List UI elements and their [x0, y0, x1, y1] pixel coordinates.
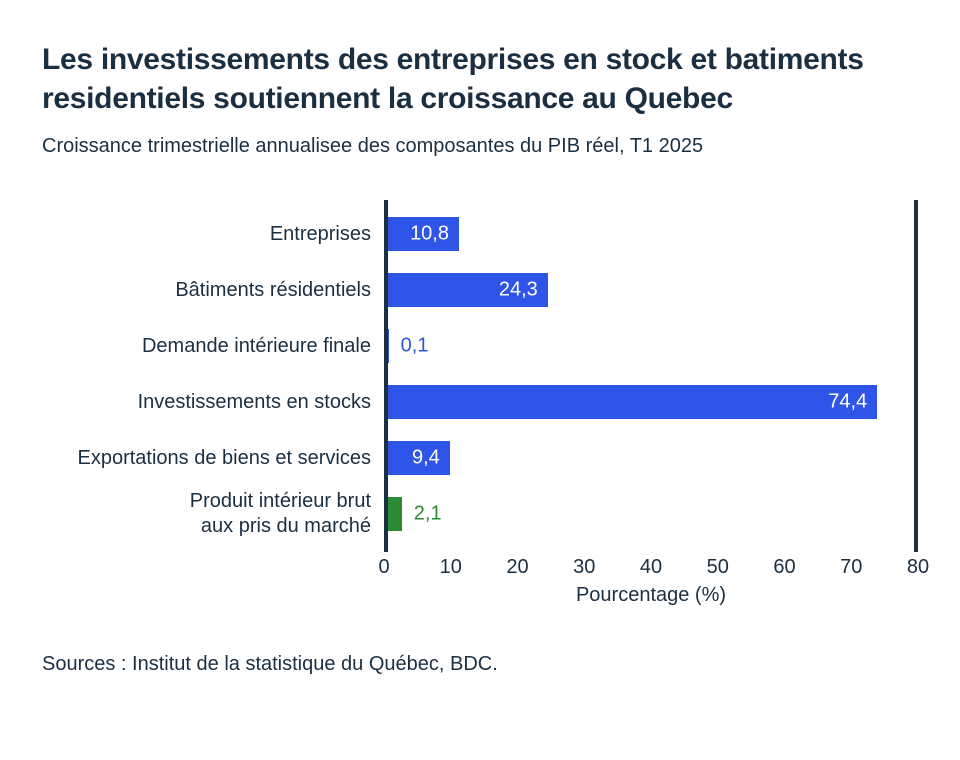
chart-row: Exportations de biens et services 9,4: [42, 430, 918, 486]
bar-track: 0,1: [388, 318, 914, 374]
x-tick-label: 80: [906, 556, 930, 578]
category-label: Exportations de biens et services: [77, 446, 372, 469]
chart-title-line-2: residentiels soutiennent la croissance a…: [42, 82, 733, 115]
bar: 74,4: [388, 385, 878, 419]
chart-row: Investissements en stocks 74,4: [42, 374, 918, 430]
bar-chart: Entreprises 10,8 Bâtiments résidentiels 24,…: [42, 200, 929, 607]
y-axis-line: [384, 200, 388, 552]
category-label: Produit intérieur brut aux pris du marché: [189, 490, 371, 537]
bar: 10,8: [388, 217, 459, 251]
x-tick-label: 20: [506, 556, 529, 578]
chart-row: Produit intérieur brut aux pris du marché…: [42, 486, 918, 542]
category-label: Bâtiments résidentiels: [175, 278, 371, 301]
bar-track: 24,3: [388, 262, 914, 318]
x-tick-label: 50: [706, 556, 729, 578]
bar-track: 10,8: [388, 206, 914, 262]
bar-track: 9,4: [388, 430, 914, 486]
x-tick-label: 60: [773, 556, 796, 578]
chart-row: Demande intérieure finale 0,1: [42, 318, 918, 374]
bar: 24,3: [388, 273, 548, 307]
chart-subtitle: Croissance trimestrielle annualisee des …: [42, 135, 704, 157]
bar-track: 74,4: [388, 374, 914, 430]
x-tick-label: 10: [439, 556, 462, 578]
bar: [388, 329, 389, 363]
bar: [388, 497, 402, 531]
chart-title: Les investissements des entreprises en s…: [42, 40, 918, 118]
chart-row: Entreprises 10,8: [42, 206, 918, 262]
x-tick-label: 0: [378, 556, 390, 578]
category-label: Entreprises: [269, 222, 371, 245]
category-label: Investissements en stocks: [137, 390, 371, 413]
bar-value-label: 0,1: [400, 334, 429, 357]
page: Les investissements des entreprises en s…: [0, 40, 960, 760]
x-tick-label: 30: [573, 556, 596, 578]
bar: 9,4: [388, 441, 450, 475]
bar-track: 2,1: [388, 486, 914, 542]
x-tick-label: 40: [639, 556, 663, 578]
x-axis-label: Pourcentage (%): [575, 584, 727, 606]
category-label: Demande intérieure finale: [141, 334, 371, 357]
bar-value-label: 2,1: [413, 502, 442, 525]
right-boundary-line: [914, 200, 918, 552]
bar-value-label: 24,3: [498, 278, 538, 301]
bar-value-label: 74,4: [828, 390, 868, 413]
x-tick-label: 70: [840, 556, 863, 578]
bar-value-label: 10,8: [410, 222, 449, 245]
chart-row: Bâtiments résidentiels 24,3: [42, 262, 918, 318]
chart-title-line-1: Les investissements des entreprises en s…: [42, 43, 864, 76]
x-axis-ticks: 0 10 20 30 40 50 60 70 80: [378, 556, 929, 582]
bar-value-label: 9,4: [411, 446, 440, 469]
source-note: Sources : Institut de la statistique du …: [42, 653, 498, 675]
chart-plot-area: Entreprises 10,8 Bâtiments résidentiels 24,…: [42, 200, 918, 552]
